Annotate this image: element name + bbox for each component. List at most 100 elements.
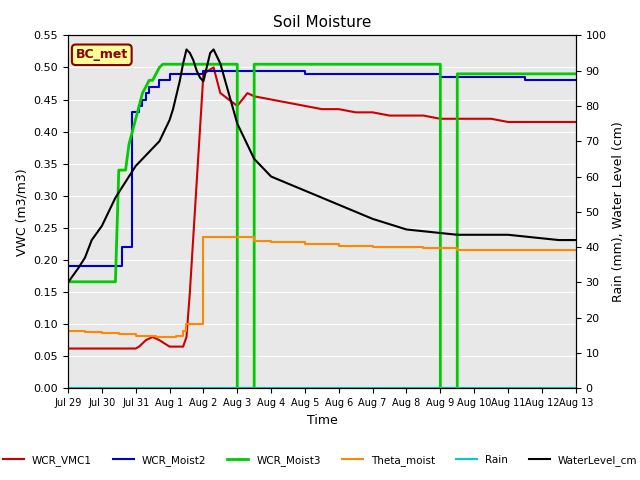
- WCR_Moist2: [64, 264, 72, 269]
- WCR_VMC1: [244, 90, 252, 96]
- WCR_VMC1: [166, 344, 173, 349]
- WCR_Moist3: [301, 61, 308, 67]
- Line: WCR_VMC1: WCR_VMC1: [68, 67, 576, 348]
- WCR_Moist3: [111, 279, 119, 285]
- WCR_Moist3: [352, 61, 360, 67]
- WCR_Moist2: [132, 109, 140, 115]
- WCR_VMC1: [142, 337, 150, 343]
- WCR_Moist2: [105, 264, 113, 269]
- WCR_Moist3: [369, 61, 376, 67]
- WCR_VMC1: [555, 119, 563, 125]
- WCR_Moist2: [268, 68, 275, 73]
- Line: WCR_Moist3: WCR_Moist3: [68, 64, 576, 388]
- WCR_Moist2: [538, 77, 546, 83]
- WCR_Moist3: [538, 71, 546, 77]
- WCR_Moist2: [156, 77, 163, 83]
- Theta_moist: [152, 334, 160, 340]
- WCR_Moist2: [135, 103, 143, 109]
- WCR_Moist3: [470, 71, 478, 77]
- WCR_Moist3: [101, 279, 109, 285]
- WCR_VMC1: [453, 116, 461, 121]
- Theta_moist: [470, 248, 478, 253]
- WCR_VMC1: [186, 289, 194, 295]
- WCR_Moist3: [108, 279, 116, 285]
- WCR_VMC1: [403, 113, 410, 119]
- WaterLevel_cm: [352, 209, 360, 215]
- WCR_Moist3: [284, 61, 292, 67]
- WCR_VMC1: [369, 109, 376, 115]
- WCR_Moist3: [555, 71, 563, 77]
- WCR_Moist2: [122, 244, 129, 250]
- Line: WCR_Moist2: WCR_Moist2: [68, 71, 576, 266]
- WCR_Moist2: [420, 71, 428, 77]
- WCR_Moist3: [200, 61, 207, 67]
- Theta_moist: [179, 328, 187, 334]
- WCR_Moist2: [118, 244, 126, 250]
- WCR_Moist3: [268, 61, 275, 67]
- WCR_VMC1: [250, 94, 258, 99]
- Theta_moist: [173, 333, 180, 338]
- WCR_Moist2: [504, 74, 512, 80]
- Theta_moist: [572, 248, 580, 253]
- WCR_VMC1: [173, 344, 180, 349]
- Theta_moist: [403, 244, 410, 250]
- WCR_Moist2: [403, 71, 410, 77]
- WCR_Moist3: [504, 71, 512, 77]
- Theta_moist: [453, 248, 461, 253]
- WCR_VMC1: [268, 96, 275, 102]
- WCR_VMC1: [470, 116, 478, 121]
- WCR_Moist2: [182, 71, 190, 77]
- WCR_Moist2: [149, 84, 157, 90]
- WCR_VMC1: [386, 113, 394, 119]
- Theta_moist: [301, 241, 308, 247]
- WCR_Moist2: [369, 71, 376, 77]
- Theta_moist: [420, 246, 428, 252]
- Theta_moist: [386, 244, 394, 250]
- WCR_Moist2: [436, 74, 444, 80]
- Theta_moist: [182, 321, 190, 327]
- WCR_Moist2: [284, 68, 292, 73]
- WCR_Moist3: [118, 167, 126, 173]
- WCR_VMC1: [135, 344, 143, 349]
- Theta_moist: [200, 235, 207, 240]
- WCR_Moist3: [98, 279, 106, 285]
- WCR_Moist2: [335, 71, 342, 77]
- WaterLevel_cm: [145, 149, 153, 155]
- WaterLevel_cm: [572, 237, 580, 243]
- WCR_VMC1: [504, 119, 512, 125]
- Theta_moist: [244, 235, 252, 240]
- Theta_moist: [115, 332, 123, 337]
- WCR_Moist3: [142, 84, 150, 90]
- WCR_Moist3: [132, 116, 140, 121]
- WCR_VMC1: [182, 334, 190, 340]
- Theta_moist: [318, 241, 326, 247]
- WCR_VMC1: [115, 346, 123, 351]
- WCR_Moist3: [420, 61, 428, 67]
- WCR_Moist3: [159, 61, 166, 67]
- Theta_moist: [81, 329, 89, 335]
- Text: BC_met: BC_met: [76, 48, 128, 61]
- WCR_Moist3: [149, 77, 157, 83]
- WCR_Moist3: [453, 71, 461, 77]
- WCR_VMC1: [284, 100, 292, 106]
- WCR_VMC1: [139, 340, 147, 346]
- WCR_Moist2: [115, 264, 123, 269]
- WCR_VMC1: [521, 119, 529, 125]
- WCR_Moist3: [81, 279, 89, 285]
- WCR_VMC1: [436, 116, 444, 121]
- WaterLevel_cm: [169, 107, 177, 112]
- WCR_VMC1: [572, 119, 580, 125]
- WCR_Moist3: [335, 61, 342, 67]
- Theta_moist: [139, 333, 147, 338]
- Theta_moist: [555, 248, 563, 253]
- WCR_Moist2: [139, 96, 147, 102]
- WCR_VMC1: [216, 90, 224, 96]
- WCR_Moist3: [156, 64, 163, 70]
- WCR_Moist2: [129, 109, 136, 115]
- WCR_Moist2: [318, 71, 326, 77]
- WCR_VMC1: [193, 180, 200, 186]
- WCR_Moist2: [234, 68, 241, 73]
- Title: Soil Moisture: Soil Moisture: [273, 15, 371, 30]
- WCR_Moist3: [234, 385, 241, 391]
- WCR_Moist3: [386, 61, 394, 67]
